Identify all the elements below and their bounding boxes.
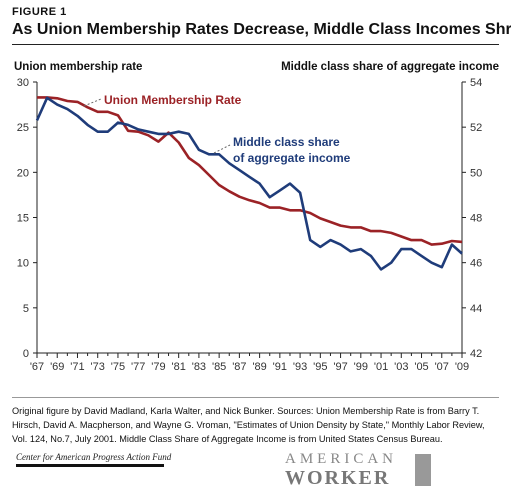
x-tick-label: '99	[354, 361, 368, 373]
logo-top-text: AMERICAN	[285, 451, 398, 467]
source-note: Original figure by David Madland, Karla …	[12, 406, 485, 444]
x-tick-label: '03	[394, 361, 408, 373]
right-axis-title: Middle class share of aggregate income	[281, 61, 499, 73]
cap-action-logo: Center for American Progress Action Fund	[16, 452, 172, 462]
x-tick-label: '79	[151, 361, 165, 373]
cap-logo-underline	[16, 464, 164, 467]
x-tick-label: '89	[252, 361, 266, 373]
logo-badge	[415, 454, 431, 486]
left-tick-label: 15	[17, 213, 29, 225]
left-tick-label: 20	[17, 167, 29, 179]
right-tick-label: 42	[470, 348, 482, 360]
middle-class-label-line1: Middle class share	[233, 135, 340, 149]
left-axis-title: Union membership rate	[14, 61, 143, 73]
x-tick-label: '95	[313, 361, 327, 373]
series-layer	[35, 96, 463, 271]
left-tick-label: 25	[17, 122, 29, 134]
x-tick-label: '91	[273, 361, 287, 373]
title-divider	[12, 44, 499, 45]
axes-layer: 0 5 10 15 20 25 30 42 44 46 48 50 52 54 '67 '69 '71 '73 '7…	[17, 77, 483, 373]
x-tick-label: '83	[192, 361, 206, 373]
middle-class-label-line2: of aggregate income	[233, 151, 351, 165]
x-tick-label: '81	[171, 361, 185, 373]
x-tick-label: '73	[91, 361, 105, 373]
right-tick-label: 54	[470, 77, 482, 89]
middle-class-share-line	[35, 96, 463, 271]
union-leader-line	[83, 98, 102, 107]
x-tick-label: '05	[414, 361, 428, 373]
x-tick-label: '97	[333, 361, 347, 373]
right-tick-label: 46	[470, 258, 482, 270]
x-tick-label: '87	[232, 361, 246, 373]
american-worker-logo: AMERICAN WORKER	[285, 451, 398, 490]
middle-class-leader-line	[213, 144, 231, 154]
x-tick-label: '09	[455, 361, 469, 373]
logo-bottom-text: WORKER	[285, 467, 391, 489]
union-membership-line	[37, 96, 463, 246]
right-tick-label: 44	[470, 303, 482, 315]
line-chart: 0 5 10 15 20 25 30 42 44 46 48 50 52 54 '67 '69 '71 '73 '7…	[17, 77, 483, 373]
right-tick-label: 52	[470, 122, 482, 134]
x-tick-label: '01	[374, 361, 388, 373]
x-tick-label: '93	[293, 361, 307, 373]
left-tick-label: 30	[17, 77, 29, 89]
right-tick-label: 50	[470, 167, 482, 179]
figure-label: FIGURE 1	[12, 6, 67, 18]
left-tick-label: 10	[17, 258, 29, 270]
x-tick-label: '67	[30, 361, 44, 373]
x-tick-label: '85	[212, 361, 226, 373]
x-tick-label: '07	[435, 361, 449, 373]
chart-title: As Union Membership Rates Decrease, Midd…	[12, 21, 511, 38]
left-tick-label: 0	[23, 348, 29, 360]
x-tick-label: '77	[131, 361, 145, 373]
left-tick-label: 5	[23, 303, 29, 315]
union-series-label: Union Membership Rate	[104, 93, 242, 107]
x-tick-label: '71	[70, 361, 84, 373]
labels-layer: Union Membership Rate Middle class share o…	[83, 93, 351, 165]
x-tick-label: '75	[111, 361, 125, 373]
right-tick-label: 48	[470, 213, 482, 225]
footer-divider	[12, 397, 499, 398]
x-tick-label: '69	[50, 361, 64, 373]
